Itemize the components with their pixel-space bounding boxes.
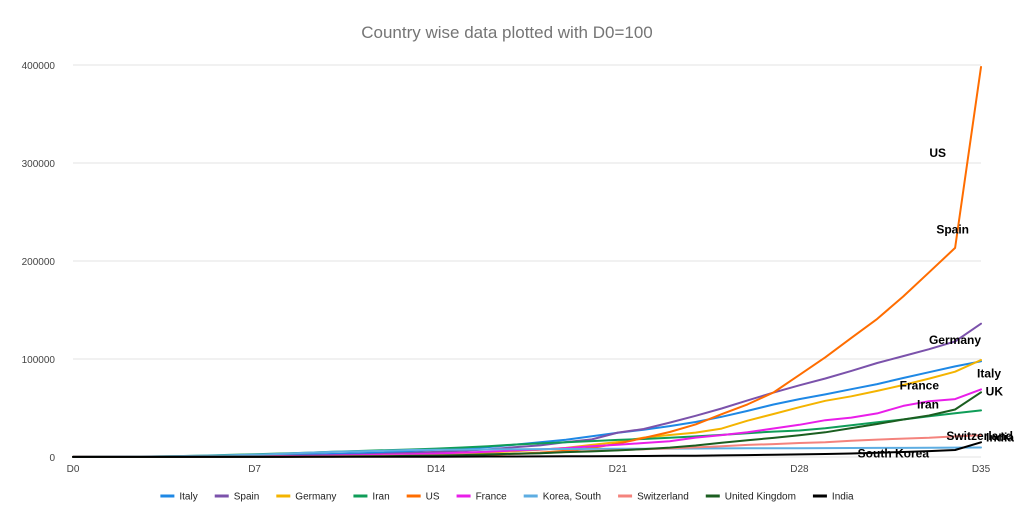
legend-item-italy: Italy	[160, 492, 198, 503]
x-tick-label: D28	[790, 464, 809, 475]
legend-swatch	[353, 494, 368, 498]
legend-item-korea-south: Korea, South	[523, 492, 601, 503]
annotation-germany: Germany	[929, 333, 981, 347]
annotation-france: France	[900, 378, 940, 392]
legend-label: France	[476, 492, 508, 503]
x-tick-label: D21	[609, 464, 628, 475]
y-tick-label: 300000	[22, 159, 56, 170]
legend-label: US	[426, 492, 440, 503]
legend-label: United Kingdom	[725, 492, 796, 503]
legend-label: Spain	[234, 492, 260, 503]
legend-swatch	[812, 494, 827, 498]
y-tick-label: 0	[49, 453, 55, 464]
y-tick-label: 100000	[22, 355, 56, 366]
x-tick-label: D35	[972, 464, 991, 475]
series-lines	[72, 66, 982, 458]
legend-item-france: France	[456, 492, 508, 503]
legend-item-iran: Iran	[353, 492, 390, 503]
legend-swatch	[160, 494, 175, 498]
legend-item-india: India	[812, 492, 854, 503]
series-line-india	[72, 441, 982, 458]
annotation-spain: Spain	[936, 223, 969, 237]
annotation-italy: Italy	[977, 366, 1001, 380]
y-tick-label: 200000	[22, 257, 56, 268]
series-line-germany	[72, 359, 982, 458]
legend-item-spain: Spain	[214, 492, 260, 503]
legend-item-switzerland: Switzerland	[618, 492, 689, 503]
x-tick-label: D7	[248, 464, 261, 475]
y-tick-label: 400000	[22, 61, 56, 72]
x-tick-label: D14	[427, 464, 446, 475]
annotation-switzerland: Switzerland	[946, 429, 1013, 443]
series-line-korea-south	[72, 446, 982, 458]
legend-label: Switzerland	[637, 492, 689, 503]
x-axis-tick-labels: D0 D7 D14 D21 D28 D35	[67, 464, 991, 475]
annotation-uk: UK	[986, 384, 1004, 398]
legend-swatch	[276, 494, 291, 498]
legend-label: Iran	[372, 492, 389, 503]
legend-swatch	[523, 494, 538, 498]
series-line-italy	[72, 360, 982, 458]
legend-label: Korea, South	[543, 492, 601, 503]
annotation-india: India	[986, 430, 1014, 444]
x-tick-label: D0	[67, 464, 80, 475]
legend-swatch	[214, 494, 229, 498]
legend: Italy Spain Germany Iran US France Korea, Sout…	[160, 492, 854, 503]
legend-swatch	[618, 494, 633, 498]
legend-swatch	[456, 494, 471, 498]
legend-swatch	[406, 494, 421, 498]
legend-swatch	[705, 494, 720, 498]
annotation-south-korea: South Korea	[858, 447, 930, 461]
legend-item-us: US	[406, 492, 440, 503]
chart-title: Country wise data plotted with D0=100	[361, 23, 653, 42]
annotation-iran: Iran	[917, 397, 939, 411]
y-axis-tick-labels: 0 100000 200000 300000 400000	[22, 61, 56, 464]
legend-item-germany: Germany	[276, 492, 336, 503]
legend-label: Germany	[295, 492, 336, 503]
legend-label: Italy	[179, 492, 197, 503]
legend-label: India	[832, 492, 854, 503]
gridlines	[73, 64, 981, 458]
series-annotations: US Spain Germany Italy France UK Iran Switzerla…	[858, 146, 1014, 461]
legend-item-united-kingdom: United Kingdom	[705, 492, 796, 503]
annotation-us: US	[929, 146, 946, 160]
